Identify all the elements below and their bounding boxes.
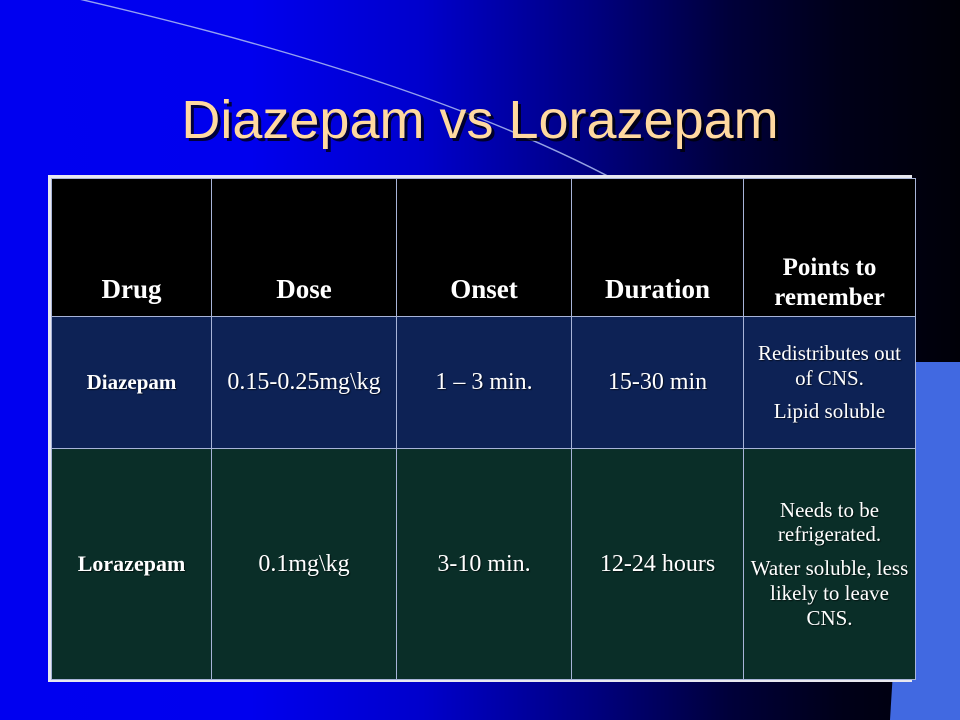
cell-dose-lorazepam: 0.1mg\kg [211, 448, 397, 680]
note-line: Needs to be refrigerated. [777, 497, 882, 547]
cell-duration-diazepam: 15-30 min [571, 316, 744, 449]
slide-title: Diazepam vs Lorazepam [181, 90, 779, 150]
drug-comparison-table: Drug Dose Onset Duration Points to remem… [51, 178, 916, 680]
note-line: Water soluble, less likely to leave CNS. [750, 556, 909, 630]
cell-duration-lorazepam: 12-24 hours [571, 448, 744, 680]
column-header-duration: Duration [571, 178, 744, 317]
cell-onset-diazepam: 1 – 3 min. [396, 316, 572, 449]
note-line: Lipid soluble [773, 399, 886, 424]
table-row: Lorazepam 0.1mg\kg 3-10 min. 12-24 hours… [51, 448, 916, 680]
comparison-table-container: Drug Dose Onset Duration Points to remem… [48, 175, 916, 682]
table-row: Diazepam 0.15-0.25mg\kg 1 – 3 min. 15-30… [51, 316, 916, 449]
cell-points-diazepam: Redistributes out of CNS. Lipid soluble [743, 316, 916, 449]
cell-onset-lorazepam: 3-10 min. [396, 448, 572, 680]
cell-drug-lorazepam: Lorazepam [51, 448, 212, 680]
note-line: Redistributes out of CNS. [758, 340, 901, 390]
cell-points-lorazepam: Needs to be refrigerated. Water soluble,… [743, 448, 916, 680]
column-header-dose: Dose [211, 178, 397, 317]
column-header-onset: Onset [396, 178, 572, 317]
cell-drug-diazepam: Diazepam [51, 316, 212, 449]
cell-dose-diazepam: 0.15-0.25mg\kg [211, 316, 397, 449]
column-header-drug: Drug [51, 178, 212, 317]
column-header-points-to-remember: Points to remember [743, 178, 916, 317]
table-header-row: Drug Dose Onset Duration Points to remem… [51, 178, 916, 317]
